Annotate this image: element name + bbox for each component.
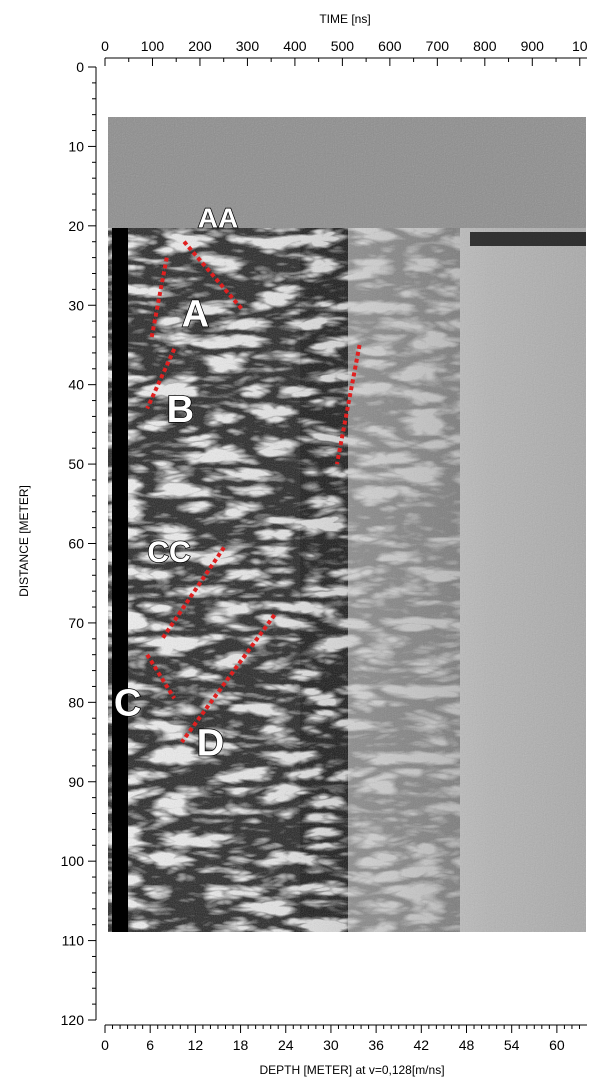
label-a: A bbox=[182, 293, 209, 335]
left-tick-label: 20 bbox=[68, 218, 84, 234]
dashed-line-c bbox=[145, 653, 176, 700]
bottom-tick-label: 30 bbox=[323, 1037, 339, 1053]
radargram-image bbox=[108, 117, 586, 932]
bottom-tick-label: 24 bbox=[278, 1037, 294, 1053]
bottom-tick-label: 36 bbox=[368, 1037, 384, 1053]
top-tick-label: 700 bbox=[426, 38, 450, 54]
direct-wave-band bbox=[112, 228, 128, 932]
left-tick-label: 40 bbox=[68, 377, 84, 393]
bottom-tick-label: 6 bbox=[146, 1037, 154, 1053]
bottom-tick-label: 12 bbox=[188, 1037, 204, 1053]
bottom-tick-label: 18 bbox=[233, 1037, 249, 1053]
top-tick-label: 100 bbox=[141, 38, 165, 54]
bottom-tick-label: 54 bbox=[504, 1037, 520, 1053]
top-tick-label: 800 bbox=[473, 38, 497, 54]
left-tick-label: 90 bbox=[68, 774, 84, 790]
bottom-tick-label: 60 bbox=[549, 1037, 565, 1053]
dashed-line-d bbox=[180, 613, 277, 744]
top-axis-title: TIME [ns] bbox=[319, 12, 370, 26]
bottom-tick-label: 48 bbox=[459, 1037, 475, 1053]
top-tick-label: 600 bbox=[378, 38, 402, 54]
left-tick-label: 50 bbox=[68, 456, 84, 472]
left-axis-title: DISTANCE [METER] bbox=[17, 485, 31, 597]
top-tick-label: 900 bbox=[521, 38, 545, 54]
dashed-line-b bbox=[145, 348, 177, 410]
dashed-line-line-right bbox=[334, 344, 362, 465]
label-cc: CC bbox=[147, 536, 190, 569]
top-axis-ticks: 0 100 200 300 400 500 600 700 800 900 10 bbox=[101, 38, 588, 66]
surface-reflection bbox=[470, 232, 586, 246]
bottom-tick-label: 42 bbox=[414, 1037, 430, 1053]
label-c: C bbox=[114, 683, 141, 725]
left-tick-label: 80 bbox=[68, 694, 84, 710]
dashed-line-cc bbox=[160, 546, 226, 640]
left-tick-label: 100 bbox=[61, 853, 85, 869]
label-d: D bbox=[197, 722, 224, 764]
top-tick-label: 500 bbox=[331, 38, 355, 54]
left-tick-label: 70 bbox=[68, 615, 84, 631]
left-axis-ticks: 0 10 20 30 40 50 60 70 80 90 100 110 120 bbox=[61, 59, 96, 1028]
left-tick-label: 0 bbox=[76, 59, 84, 75]
dashed-line-aa bbox=[182, 240, 244, 311]
bottom-axis-ticks: 0 6 12 18 24 30 36 42 48 54 60 bbox=[101, 1025, 580, 1053]
label-aa: AA bbox=[198, 203, 238, 234]
left-tick-label: 110 bbox=[62, 933, 85, 949]
top-tick-label: 300 bbox=[236, 38, 260, 54]
interpretation-lines bbox=[145, 240, 362, 744]
axes: 0 100 200 300 400 500 600 700 800 900 10 0 6 12 18 24 3… bbox=[61, 38, 588, 1053]
top-tick-label: 0 bbox=[101, 38, 109, 54]
bottom-axis-title: DEPTH [METER] at v=0,128[m/ns] bbox=[259, 1063, 444, 1077]
left-tick-label: 120 bbox=[61, 1012, 85, 1028]
label-b: B bbox=[167, 389, 194, 431]
left-tick-label: 30 bbox=[68, 297, 84, 313]
bottom-tick-label: 0 bbox=[101, 1037, 109, 1053]
left-tick-label: 60 bbox=[68, 536, 84, 552]
gray-noise-band-grain bbox=[108, 117, 586, 228]
data-grain bbox=[108, 228, 586, 932]
top-tick-label: 200 bbox=[188, 38, 212, 54]
left-tick-label: 10 bbox=[68, 138, 84, 154]
top-tick-label: 400 bbox=[283, 38, 307, 54]
top-tick-label: 10 bbox=[572, 38, 588, 54]
